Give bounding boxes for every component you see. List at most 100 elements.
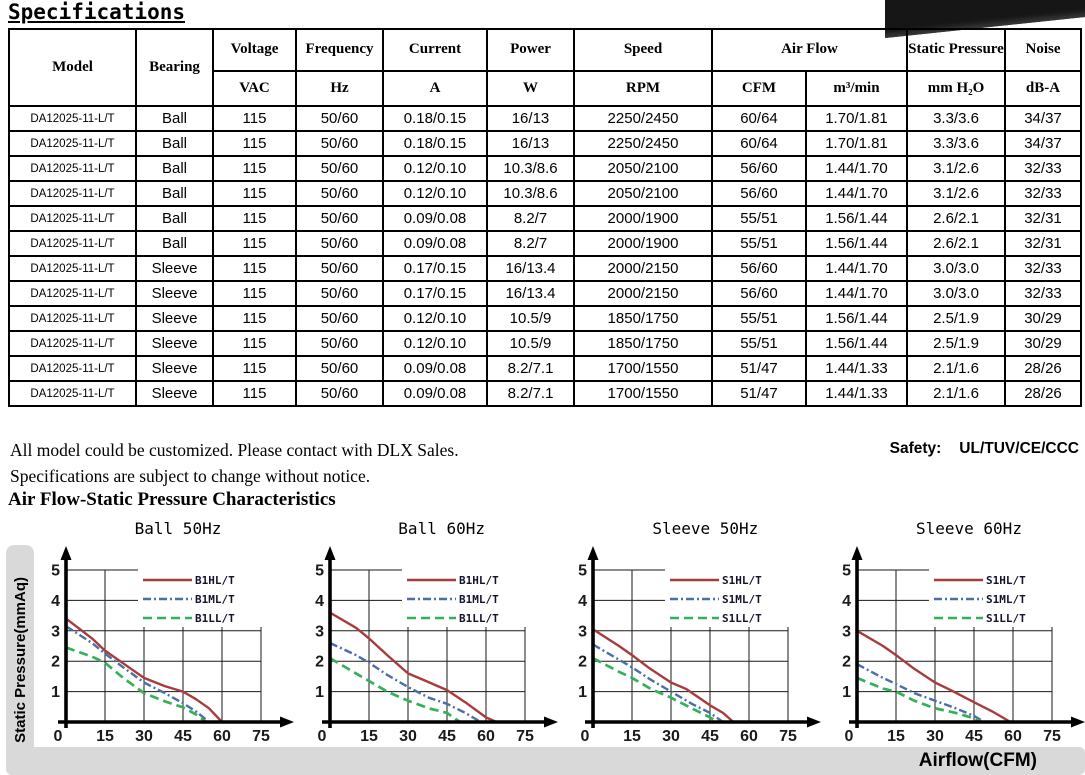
series-B1ML/T bbox=[329, 641, 482, 724]
svg-text:30: 30 bbox=[926, 728, 944, 745]
legend: S1HL/T S1ML/T S1LL/T bbox=[665, 569, 790, 627]
cell-bearing: Sleeve bbox=[135, 330, 214, 357]
table-row: DA12025-11-L/T Sleeve 115 50/60 0.09/0.08 8.2… bbox=[8, 355, 1082, 382]
svg-text:1: 1 bbox=[315, 684, 324, 701]
cell-airflow-m3min: 1.44/1.70 bbox=[805, 280, 908, 307]
cell-airflow-m3min: 1.44/1.70 bbox=[805, 155, 908, 182]
specifications-table: Model Bearing Voltage Frequency Current … bbox=[8, 28, 1082, 407]
table-row: DA12025-11-L/T Ball 115 50/60 0.09/0.08 8.2/7… bbox=[8, 205, 1082, 232]
cell-current: 0.12/0.10 bbox=[382, 180, 488, 207]
svg-text:5: 5 bbox=[842, 563, 851, 580]
cell-airflow-cfm: 55/51 bbox=[711, 330, 807, 357]
cell-frequency: 50/60 bbox=[295, 280, 384, 307]
cell-current: 0.17/0.15 bbox=[382, 280, 488, 307]
y-axis-label-bar: Static Pressure(mmAq) bbox=[6, 545, 34, 774]
svg-text:3: 3 bbox=[842, 623, 851, 640]
col-header-frequency: Frequency bbox=[295, 28, 384, 72]
cell-model: DA12025-11-L/T bbox=[8, 205, 137, 232]
series-B1LL/T bbox=[328, 657, 461, 724]
svg-text:1: 1 bbox=[51, 684, 60, 701]
chart-title: Ball 50Hz bbox=[134, 519, 222, 538]
cell-airflow-cfm: 55/51 bbox=[711, 230, 807, 257]
cell-bearing: Ball bbox=[135, 180, 214, 207]
cell-voltage: 115 bbox=[212, 105, 297, 132]
chart-sleeve-60hz: Sleeve 60Hz S1HL/T S1ML/T S1LL/T 1 2 3 4 5 0 15 30… bbox=[827, 518, 1085, 747]
table-row: DA12025-11-L/T Ball 115 50/60 0.12/0.10 10.3/… bbox=[8, 155, 1082, 182]
table-row: DA12025-11-L/T Ball 115 50/60 0.18/0.15 16/13… bbox=[8, 105, 1082, 132]
cell-frequency: 50/60 bbox=[295, 155, 384, 182]
axes bbox=[585, 546, 822, 728]
series-S1ML/T bbox=[856, 663, 985, 724]
cell-voltage: 115 bbox=[212, 330, 297, 357]
legend-label: S1HL/T bbox=[722, 574, 762, 587]
cell-airflow-cfm: 56/60 bbox=[711, 180, 807, 207]
svg-text:45: 45 bbox=[438, 728, 456, 745]
svg-text:4: 4 bbox=[842, 593, 851, 610]
cell-static-pressure: 2.5/1.9 bbox=[906, 305, 1006, 332]
svg-text:3: 3 bbox=[315, 623, 324, 640]
cell-static-pressure: 2.6/2.1 bbox=[906, 230, 1006, 257]
chart-ball-60hz: Ball 60Hz B1HL/T B1ML/T B1LL/T 1 2 3 4 5 0 15 30 45… bbox=[300, 518, 558, 747]
series-B1ML/T bbox=[65, 625, 210, 723]
col-header-model: Model bbox=[8, 28, 137, 107]
charts-row: Ball 50Hz B1HL/T B1ML/T B1LL/T 1 2 3 4 5 0 15 30 45… bbox=[36, 518, 1085, 747]
legend-label: B1ML/T bbox=[195, 593, 235, 606]
col-header-airflow: Air Flow bbox=[711, 28, 908, 72]
cell-speed: 2250/2450 bbox=[573, 130, 713, 157]
table-row: DA12025-11-L/T Sleeve 115 50/60 0.17/0.15 16/… bbox=[8, 280, 1082, 307]
cell-power: 10.3/8.6 bbox=[486, 180, 575, 207]
svg-text:60: 60 bbox=[1004, 728, 1022, 745]
cell-noise: 28/26 bbox=[1004, 380, 1082, 407]
cell-static-pressure: 3.3/3.6 bbox=[906, 130, 1006, 157]
cell-speed: 2250/2450 bbox=[573, 105, 713, 132]
series-B1HL/T bbox=[65, 617, 223, 723]
cell-voltage: 115 bbox=[212, 180, 297, 207]
cell-voltage: 115 bbox=[212, 305, 297, 332]
cell-frequency: 50/60 bbox=[295, 180, 384, 207]
legend-label: B1LL/T bbox=[459, 612, 499, 625]
svg-text:15: 15 bbox=[887, 728, 905, 745]
cell-model: DA12025-11-L/T bbox=[8, 105, 137, 132]
table-row: DA12025-11-L/T Sleeve 115 50/60 0.12/0.10 10.… bbox=[8, 330, 1082, 357]
col-header-speed: Speed bbox=[573, 28, 713, 72]
cell-model: DA12025-11-L/T bbox=[8, 355, 137, 382]
cell-airflow-m3min: 1.56/1.44 bbox=[805, 305, 908, 332]
cell-frequency: 50/60 bbox=[295, 230, 384, 257]
unit-voltage: VAC bbox=[212, 70, 297, 107]
col-header-bearing: Bearing bbox=[135, 28, 214, 107]
svg-text:4: 4 bbox=[315, 593, 324, 610]
col-header-current: Current bbox=[382, 28, 488, 72]
cell-model: DA12025-11-L/T bbox=[8, 330, 137, 357]
unit-speed: RPM bbox=[573, 70, 713, 107]
svg-text:30: 30 bbox=[135, 728, 153, 745]
cell-airflow-m3min: 1.44/1.33 bbox=[805, 355, 908, 382]
cell-noise: 30/29 bbox=[1004, 330, 1082, 357]
svg-text:30: 30 bbox=[399, 728, 417, 745]
cell-noise: 32/33 bbox=[1004, 155, 1082, 182]
cell-airflow-cfm: 55/51 bbox=[711, 205, 807, 232]
svg-text:75: 75 bbox=[1043, 728, 1061, 745]
svg-text:2: 2 bbox=[315, 654, 324, 671]
series-S1LL/T bbox=[592, 657, 719, 724]
cell-airflow-m3min: 1.44/1.33 bbox=[805, 380, 908, 407]
cell-speed: 2050/2100 bbox=[573, 155, 713, 182]
cell-noise: 32/33 bbox=[1004, 280, 1082, 307]
cell-current: 0.12/0.10 bbox=[382, 305, 488, 332]
cell-frequency: 50/60 bbox=[295, 380, 384, 407]
cell-current: 0.09/0.08 bbox=[382, 230, 488, 257]
cell-voltage: 115 bbox=[212, 380, 297, 407]
svg-text:60: 60 bbox=[213, 728, 231, 745]
cell-model: DA12025-11-L/T bbox=[8, 305, 137, 332]
y-axis-label: Static Pressure(mmAq) bbox=[11, 576, 29, 743]
col-header-static-pressure: Static Pressure bbox=[906, 28, 1006, 72]
cell-static-pressure: 3.0/3.0 bbox=[906, 255, 1006, 282]
cell-current: 0.12/0.10 bbox=[382, 155, 488, 182]
cell-speed: 2000/1900 bbox=[573, 205, 713, 232]
cell-power: 10.5/9 bbox=[486, 305, 575, 332]
cell-current: 0.09/0.08 bbox=[382, 205, 488, 232]
cell-static-pressure: 3.1/2.6 bbox=[906, 155, 1006, 182]
cell-airflow-cfm: 51/47 bbox=[711, 355, 807, 382]
col-header-power: Power bbox=[486, 28, 575, 72]
cell-airflow-m3min: 1.70/1.81 bbox=[805, 105, 908, 132]
